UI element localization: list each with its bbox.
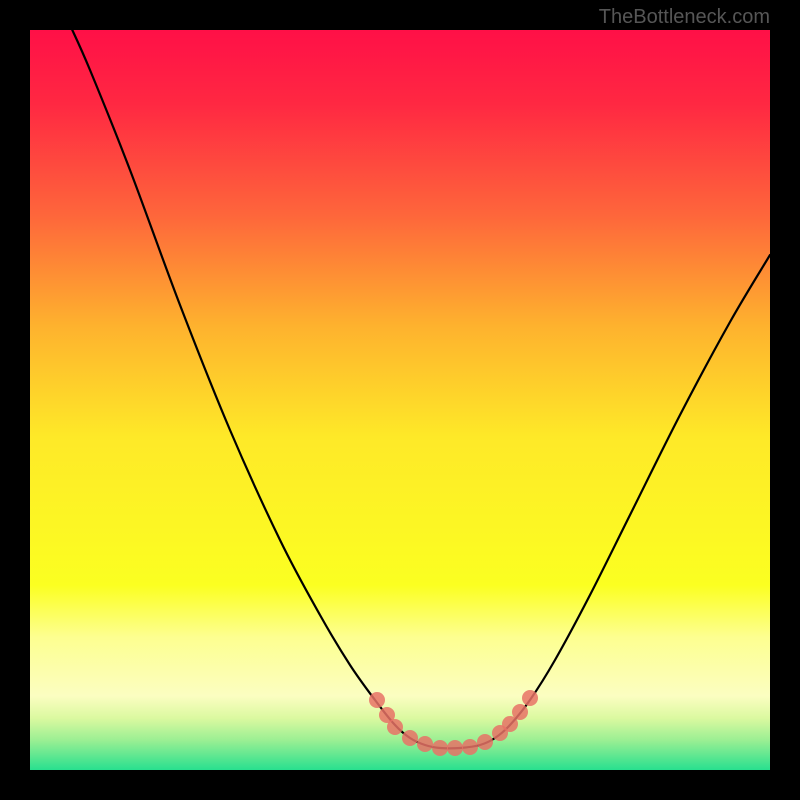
curve-marker [477,734,493,750]
curve-marker [447,740,463,756]
curve-marker [402,730,418,746]
curve-marker [462,739,478,755]
curve-marker [512,704,528,720]
curve-marker [417,736,433,752]
curve-marker [387,719,403,735]
curve-marker [369,692,385,708]
watermark-text: TheBottleneck.com [599,6,770,29]
bottleneck-curve [70,30,770,748]
curve-markers [369,690,538,756]
curve-marker [432,740,448,756]
chart-frame: TheBottleneck.com [0,0,800,800]
curve-marker [522,690,538,706]
plot-area [30,30,770,770]
curve-layer [30,30,770,770]
